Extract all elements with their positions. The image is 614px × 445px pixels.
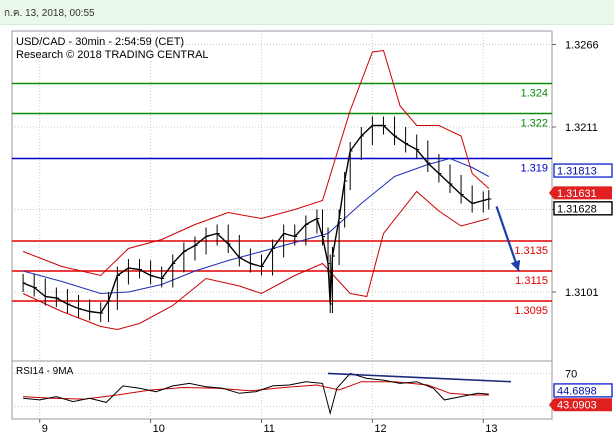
x-tick-label-13: 13 — [485, 423, 497, 435]
bollinger-upper — [22, 49, 490, 277]
timestamp-bar: ก.ค. 13, 2018, 00:55 — [0, 0, 614, 25]
price-badge-1-bg — [554, 186, 612, 200]
forecast-arrow-shaft — [495, 206, 520, 272]
chart-title: USD/CAD - 30min - 2:54:59 (CET) — [16, 36, 184, 48]
rsi-title: RSI14 - 9MA — [16, 366, 74, 377]
rsi-badge-1-label: 43.0903 — [557, 400, 597, 412]
rsi-badge-0-bg — [553, 383, 613, 398]
x-tick-label-12: 12 — [374, 423, 386, 435]
x-tick-label-9: 9 — [42, 423, 48, 435]
rsi-panel-frame — [11, 360, 553, 420]
level-label-2: 1.319 — [520, 163, 548, 175]
rsi-badge-0-label: 44.6898 — [557, 385, 597, 397]
bollinger-bands — [22, 49, 490, 331]
y-tick-label-1.3211: 1.3211 — [565, 122, 598, 134]
rsi-series — [23, 372, 512, 416]
grid — [12, 31, 552, 419]
forecast-arrow-head — [510, 259, 521, 271]
rsi-line — [23, 372, 489, 416]
rsi-signal-line — [23, 381, 489, 400]
x-tick-label-11: 11 — [263, 423, 274, 435]
level-label-0: 1.324 — [520, 88, 548, 100]
chart-subtitle: Research © 2018 TRADING CENTRAL — [16, 49, 209, 61]
level-label-4: 1.3115 — [515, 275, 548, 287]
price-badge-0-label: 1.31813 — [557, 166, 597, 178]
price-badges: 1.31813 1.31631 1.31628 44.6898 43.0903 — [549, 163, 613, 412]
price-badge-1-label: 1.31631 — [557, 188, 597, 200]
price-badge-1-pointer — [549, 186, 554, 200]
y-tick-label-1.3101: 1.3101 — [565, 287, 599, 299]
price-line — [22, 124, 489, 314]
rsi-badge-1-bg — [554, 398, 612, 412]
price-badge-2-bg — [553, 201, 613, 216]
bollinger-lower — [22, 190, 489, 331]
y-tick-label-1.3266: 1.3266 — [565, 40, 599, 52]
forecast-arrow-group — [495, 206, 521, 272]
price-series — [22, 116, 492, 322]
rsi-y-tick-label-70: 70 — [565, 368, 577, 380]
rsi-badge-1-pointer — [549, 398, 554, 412]
level-label-1: 1.322 — [520, 118, 548, 130]
levels: 1.324 1.322 1.319 1.3135 1.3115 1.3095 — [12, 82, 552, 317]
x-tick-label-10: 10 — [153, 423, 165, 435]
rsi-trend-line — [327, 372, 512, 383]
level-label-5: 1.3095 — [514, 305, 548, 317]
level-label-3: 1.3135 — [514, 245, 548, 257]
price-badge-2-label: 1.31628 — [557, 203, 597, 215]
timestamp-label: ก.ค. 13, 2018, 00:55 — [4, 8, 95, 19]
price-badge-0-bg — [553, 163, 613, 178]
x-axis: 9 10 11 12 13 — [39, 419, 498, 435]
